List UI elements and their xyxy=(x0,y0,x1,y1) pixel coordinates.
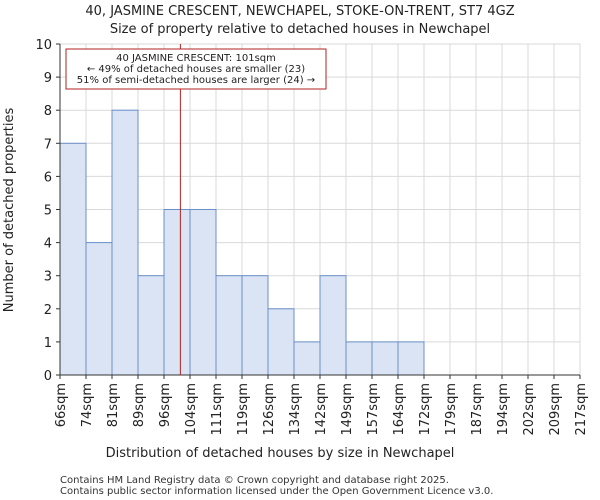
x-tick-label: 142sqm xyxy=(314,383,329,436)
x-tick-label: 202sqm xyxy=(522,383,537,436)
x-tick-label: 89sqm xyxy=(132,383,147,427)
x-tick-label: 209sqm xyxy=(548,383,563,436)
x-tick-label: 194sqm xyxy=(496,383,511,436)
annotation-line-1: 40 JASMINE CRESCENT: 101sqm xyxy=(116,53,276,64)
bar xyxy=(215,275,243,376)
bar xyxy=(267,308,295,376)
x-tick-label: 111sqm xyxy=(210,383,225,436)
annotation-line-3: 51% of semi-detached houses are larger (… xyxy=(77,75,315,86)
y-tick-label: 8 xyxy=(44,104,52,119)
x-tick-label: 157sqm xyxy=(366,383,381,436)
x-tick-label: 164sqm xyxy=(392,383,407,436)
bar xyxy=(371,341,399,376)
x-tick-label: 104sqm xyxy=(184,383,199,436)
x-axis-label: Distribution of detached houses by size … xyxy=(106,446,455,461)
bar xyxy=(397,341,425,376)
y-tick-label: 0 xyxy=(44,369,52,384)
bar xyxy=(85,242,113,376)
chart-title: 40, JASMINE CRESCENT, NEWCHAPEL, STOKE-O… xyxy=(85,4,514,19)
bar xyxy=(241,275,269,376)
y-tick-label: 1 xyxy=(44,336,52,351)
chart-subtitle: Size of property relative to detached ho… xyxy=(110,22,490,37)
annotation-border xyxy=(65,48,327,90)
bar xyxy=(319,275,347,376)
footer-line-2: Contains public sector information licen… xyxy=(60,486,493,497)
x-tick-label: 81sqm xyxy=(106,383,121,427)
x-tick-label: 66sqm xyxy=(54,383,69,427)
y-tick-label: 5 xyxy=(44,204,52,219)
annotation-box: 40 JASMINE CRESCENT: 101sqm ← 49% of det… xyxy=(65,48,327,90)
annotation-line-2: ← 49% of detached houses are smaller (23… xyxy=(87,64,305,75)
x-ticks: 66sqm 74sqm 81sqm 89sqm 96sqm 104sqm 111sqm 119… xyxy=(54,375,589,436)
bar xyxy=(189,209,217,376)
bar xyxy=(111,109,139,376)
y-tick-label: 10 xyxy=(35,38,52,53)
x-tick-label: 126sqm xyxy=(262,383,277,436)
x-tick-label: 217sqm xyxy=(574,383,589,436)
bar xyxy=(293,341,321,376)
y-tick-label: 9 xyxy=(44,71,52,86)
bar xyxy=(345,341,373,376)
bars xyxy=(59,109,425,376)
y-ticks: 0 1 2 3 4 5 6 7 8 9 10 xyxy=(35,38,60,384)
bar xyxy=(163,209,191,376)
y-tick-label: 2 xyxy=(44,303,52,318)
x-tick-label: 134sqm xyxy=(288,383,303,436)
bar xyxy=(59,142,87,376)
y-axis-label: Number of detached properties xyxy=(2,108,17,313)
y-tick-label: 4 xyxy=(44,237,52,252)
x-tick-label: 96sqm xyxy=(158,383,173,427)
x-tick-label: 149sqm xyxy=(340,383,355,436)
footer-line-1: Contains HM Land Registry data © Crown c… xyxy=(60,475,449,486)
y-tick-label: 6 xyxy=(44,170,52,185)
y-tick-label: 3 xyxy=(44,270,52,285)
bar xyxy=(137,275,165,376)
x-tick-label: 187sqm xyxy=(470,383,485,436)
x-tick-label: 74sqm xyxy=(80,383,95,427)
y-tick-label: 7 xyxy=(44,137,52,152)
x-tick-label: 172sqm xyxy=(418,383,433,436)
x-tick-label: 179sqm xyxy=(444,383,459,436)
x-tick-label: 119sqm xyxy=(236,383,251,436)
